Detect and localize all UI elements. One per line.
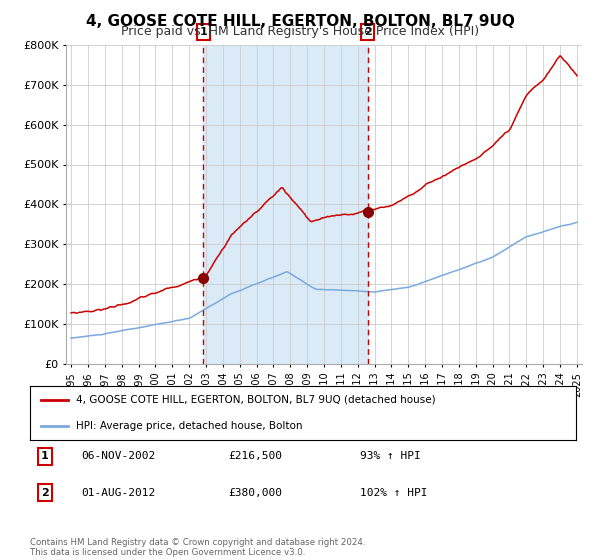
Text: Price paid vs. HM Land Registry's House Price Index (HPI): Price paid vs. HM Land Registry's House … <box>121 25 479 38</box>
Text: 1: 1 <box>41 451 49 461</box>
Text: 2: 2 <box>41 488 49 498</box>
Bar <box>203 45 368 364</box>
Text: 06-NOV-2002: 06-NOV-2002 <box>81 451 155 461</box>
Text: 4, GOOSE COTE HILL, EGERTON, BOLTON, BL7 9UQ (detached house): 4, GOOSE COTE HILL, EGERTON, BOLTON, BL7… <box>76 395 436 405</box>
Text: 2: 2 <box>364 27 371 37</box>
Text: 1: 1 <box>200 27 208 37</box>
Text: £216,500: £216,500 <box>228 451 282 461</box>
Text: Contains HM Land Registry data © Crown copyright and database right 2024.
This d: Contains HM Land Registry data © Crown c… <box>30 538 365 557</box>
Text: 4, GOOSE COTE HILL, EGERTON, BOLTON, BL7 9UQ: 4, GOOSE COTE HILL, EGERTON, BOLTON, BL7… <box>86 14 514 29</box>
Text: 93% ↑ HPI: 93% ↑ HPI <box>360 451 421 461</box>
Text: 102% ↑ HPI: 102% ↑ HPI <box>360 488 427 498</box>
Text: 01-AUG-2012: 01-AUG-2012 <box>81 488 155 498</box>
Text: £380,000: £380,000 <box>228 488 282 498</box>
Text: HPI: Average price, detached house, Bolton: HPI: Average price, detached house, Bolt… <box>76 421 303 431</box>
